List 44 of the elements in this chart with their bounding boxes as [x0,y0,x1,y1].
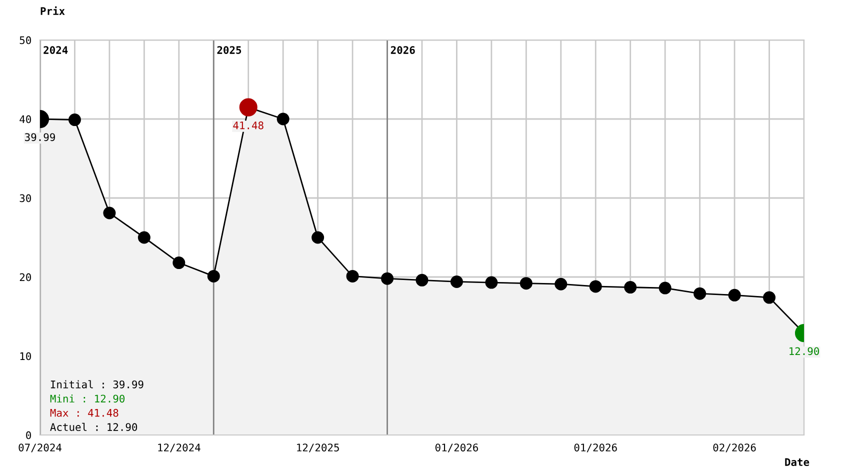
y-tick-label: 0 [26,431,31,440]
y-tick-label: 10 [20,352,31,360]
point [68,114,81,126]
x-tick-label: 07/2024 [18,444,62,452]
point [312,231,324,244]
annotation: 2024 [44,46,68,54]
point [346,270,359,282]
annotation: Actuel : 12.90 [50,422,138,432]
annotation: Initial : 39.99 [50,380,144,388]
data-label: 41.48 [233,121,264,130]
y-tick-label: 50 [20,36,31,44]
y-tick-label: 20 [20,273,31,282]
point [276,112,290,126]
point [554,278,568,290]
point [589,280,602,293]
y-axis-title: Prix [40,6,65,15]
point [485,276,498,289]
point [624,281,637,294]
point [103,206,116,220]
annotation: Mini : 12.90 [50,394,125,403]
point [138,231,150,244]
point [450,275,463,288]
y-tick-label: 40 [20,115,31,124]
x-tick-label: 01/2026 [435,444,478,452]
data-label: 39.99 [25,133,55,142]
x-tick-label: 02/2026 [713,444,756,452]
x-tick-label: 01/2026 [574,444,617,452]
point [520,277,532,290]
point [207,270,220,282]
y-tick-label: 30 [20,194,31,202]
point [728,288,741,302]
point [763,291,776,304]
point [658,282,672,294]
x-tick-label: 12/2025 [297,444,339,452]
point [172,256,186,270]
point [694,287,706,300]
point [416,274,428,286]
annotation: 2026 [390,46,415,54]
annotation: Max : 41.48 [50,408,118,417]
annotation: 2025 [217,46,242,54]
x-tick-label: 12/2024 [158,444,200,452]
x-axis-title: Date [785,458,810,466]
point [381,272,394,285]
data-label: 12.90 [790,347,820,356]
